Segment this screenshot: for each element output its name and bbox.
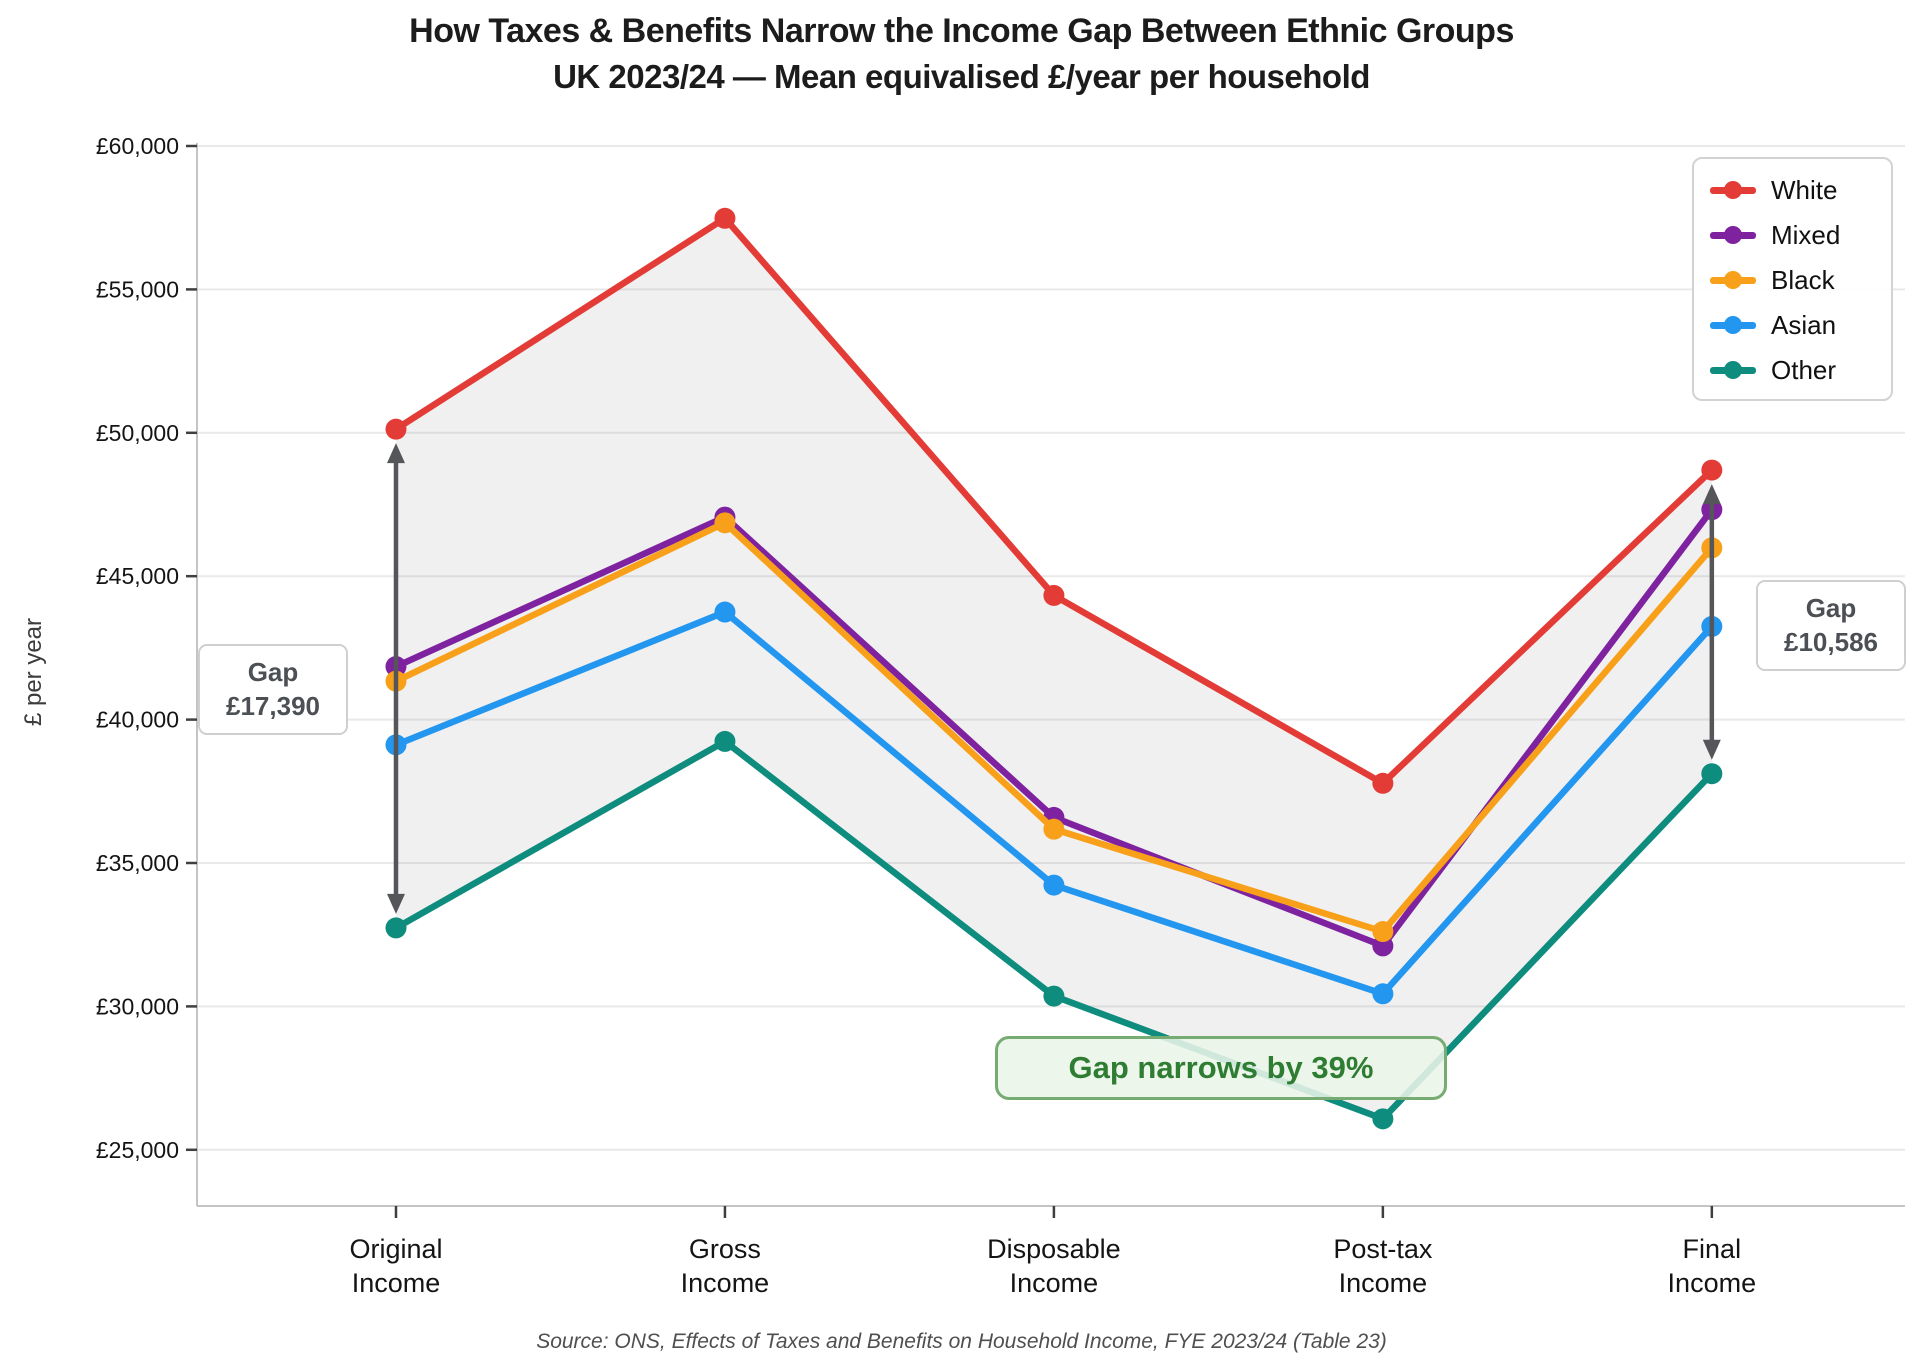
y-tick-label: £40,000 [96,707,179,733]
legend-marker-asian [1710,316,1756,334]
series-black [385,512,1723,943]
data-point-other [714,730,736,752]
gap-arrow [386,443,405,914]
legend-item-mixed: Mixed [1710,217,1875,253]
data-point-other [1043,985,1065,1007]
data-point-other [1701,763,1723,785]
source-note: Source: ONS, Effects of Taxes and Benefi… [536,1330,1387,1353]
legend-marker-other [1710,361,1756,379]
legend-label: Other [1771,354,1837,385]
legend-label: Asian [1771,309,1837,340]
gap-annotation-left: Gap £17,390 [198,644,348,735]
y-tick-label: £35,000 [96,850,179,876]
y-tick-label: £30,000 [96,993,179,1019]
gap-left-label: Gap [247,657,299,687]
legend: White Mixed Black Asian Other [1692,157,1893,401]
x-tick-label: Post-tax Income [1333,1234,1433,1298]
data-point-other [1372,1108,1394,1130]
y-tick-label: £50,000 [96,420,179,446]
legend-marker-white [1710,181,1756,199]
legend-marker-mixed [1710,226,1756,244]
gap-narrows-annotation: Gap narrows by 39% [995,1036,1447,1100]
legend-label: White [1771,174,1838,205]
gridlines [197,145,1905,1151]
data-point-white [385,418,407,440]
y-tick-label: £25,000 [96,1137,179,1163]
legend-item-white: White [1710,172,1875,208]
legend-marker-black [1710,271,1756,289]
axes-spines [196,143,1905,1207]
series-white [385,207,1723,794]
data-point-asian [1043,874,1065,896]
data-point-white [714,207,736,229]
legend-label: Black [1771,264,1835,295]
legend-label: Mixed [1771,219,1841,250]
data-point-black [1043,818,1065,840]
x-axis-ticks: Original Income Gross Income Disposable Incom… [349,1206,1756,1298]
data-point-white [1372,772,1394,794]
gap-arrow [1702,484,1721,760]
series-other [385,730,1723,1130]
data-point-white [1701,459,1723,481]
gap-annotation-right: Gap £10,586 [1756,580,1906,671]
series-asian [385,601,1723,1005]
data-point-asian [714,601,736,623]
legend-item-asian: Asian [1710,307,1875,343]
gap-left-value: £17,390 [226,691,320,722]
chart-title-line2: UK 2023/24 — Mean equivalised £/year per… [553,57,1370,95]
chart-title-line1: How Taxes & Benefits Narrow the Income G… [409,12,1514,50]
y-tick-label: £45,000 [96,563,179,589]
chart-title: How Taxes & Benefits Narrow the Income G… [0,10,1923,97]
data-point-asian [1372,983,1394,1005]
x-tick-label: Gross Income [681,1234,770,1298]
x-tick-label: Original Income [349,1234,442,1298]
legend-item-black: Black [1710,262,1875,298]
data-point-other [385,917,407,939]
x-tick-label: Disposable Income [987,1234,1121,1298]
income-gap-band [395,218,1712,1119]
data-point-black [1372,921,1394,943]
gap-right-label: Gap [1805,593,1857,623]
data-point-white [1043,584,1065,606]
x-tick-label: Final Income [1668,1234,1757,1298]
y-tick-label: £55,000 [96,276,179,302]
y-tick-label: £60,000 [96,133,179,159]
y-axis-ticks: £25,000 £30,000 £35,000 £40,000 £45,000 £50,0… [96,133,197,1163]
legend-item-other: Other [1710,352,1875,388]
data-point-black [714,512,736,534]
gap-right-value: £10,586 [1784,627,1878,658]
